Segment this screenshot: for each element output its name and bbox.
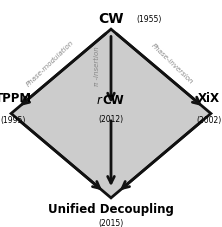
- Text: (2002): (2002): [196, 116, 221, 125]
- Polygon shape: [11, 29, 211, 198]
- Text: Phase-modulation: Phase-modulation: [25, 39, 75, 88]
- Text: (1955): (1955): [137, 15, 162, 24]
- Text: (2015): (2015): [98, 219, 124, 227]
- Text: XiX: XiX: [198, 92, 220, 105]
- Text: π -insertion: π -insertion: [93, 46, 100, 86]
- Text: r: r: [96, 94, 101, 107]
- Text: Phase-inversion: Phase-inversion: [150, 42, 194, 85]
- Text: Unified Decoupling: Unified Decoupling: [48, 203, 174, 216]
- Text: CW: CW: [102, 94, 124, 107]
- Text: (2012): (2012): [98, 115, 124, 124]
- Text: (1995): (1995): [1, 116, 26, 125]
- Text: CW: CW: [98, 12, 124, 26]
- Text: TPPM: TPPM: [0, 92, 32, 105]
